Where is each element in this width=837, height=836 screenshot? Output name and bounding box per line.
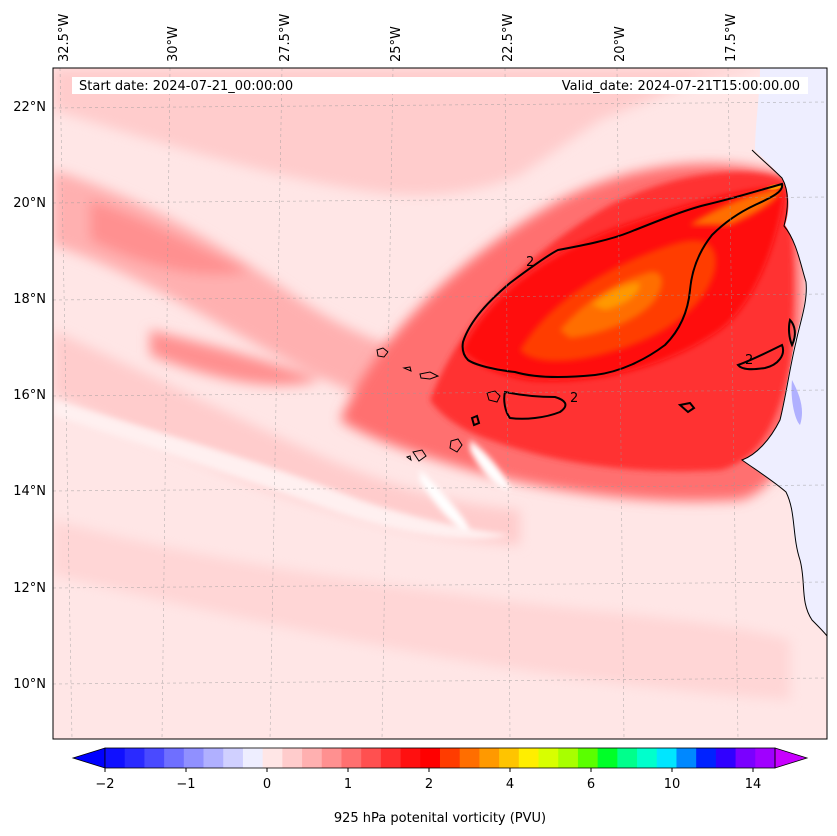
lat-label: 14°N [13,484,46,499]
colorbar-cell [164,748,185,768]
colorbar-cell [459,748,480,768]
colorbar-cell [183,748,204,768]
colorbar-tick-label: 0 [263,777,271,792]
land-africa [742,68,827,635]
lat-label: 20°N [13,196,46,211]
colorbar-tick-label: 6 [587,777,595,792]
colorbar-cell [420,748,441,768]
colorbar-cell [617,748,638,768]
colorbar-title: 925 hPa potenital vorticity (PVU) [334,811,546,826]
colorbar-cell [440,748,461,768]
colorbar-tick-label: −2 [95,777,114,792]
lon-label: 17.5°W [724,14,739,62]
lon-label: 32.5°W [57,14,72,62]
colorbar-tick-label: 2 [425,777,433,792]
colorbar-under-triangle [71,747,106,769]
colorbar-tick-label: 10 [664,777,681,792]
gridlines [53,68,827,739]
lon-labels: 32.5°W 30°W 27.5°W 25°W 22.5°W 20°W 17.5… [57,14,739,62]
colorbar: −2 −1 0 1 2 4 6 10 14 925 hPa potenital … [71,747,809,826]
colorbar-frame [104,747,776,769]
lat-label: 12°N [13,581,46,596]
colorbar-cell [380,748,401,768]
colorbar-tick-label: −1 [176,777,195,792]
colorbar-cell [715,748,736,768]
colorbar-cell [361,748,382,768]
colorbar-cell [321,748,342,768]
lat-label: 18°N [13,292,46,307]
colorbar-tick-label: 4 [506,777,514,792]
contour-label-2: 2 [745,353,753,368]
start-date: Start date: 2024-07-21_00:00:00 [79,79,293,94]
colorbar-cell [656,748,677,768]
map-panel[interactable]: 2 2 2 Start date: 2024-07-21_00:00:00 Va… [53,68,827,739]
colorbar-cell [242,748,264,768]
colorbar-cell [518,748,539,768]
map-frame [52,67,828,740]
lon-label: 27.5°W [278,14,293,62]
colorbar-cell [223,748,244,768]
colorbar-cell [302,748,323,768]
pv-field-low [53,68,790,700]
colorbar-cell [558,748,579,768]
pv2-contour [461,182,796,427]
pv-streaks [53,400,510,539]
colorbar-cell [696,748,717,768]
colorbar-cell [144,748,165,768]
contour-label: 2 [526,255,534,270]
colorbar-tick-label: 1 [344,777,352,792]
colorbar-cell [105,748,126,768]
lat-label: 22°N [13,100,46,115]
colorbar-cell [203,748,224,768]
lat-labels: 22°N 20°N 18°N 16°N 14°N 12°N 10°N [13,100,46,692]
colorbar-cell [577,748,599,768]
pv-plume [340,163,803,502]
lon-label: 30°W [166,26,181,62]
colorbar-cell [400,748,421,768]
colorbar-cell [341,748,362,768]
colorbar-cell [676,748,697,768]
colorbar-cell [755,748,776,768]
contour-label-3: 2 [570,391,578,406]
lon-label: 25°W [389,26,404,62]
colorbar-ticks [104,768,754,772]
lon-label: 20°W [613,26,628,62]
land-pv-blob [791,380,803,425]
colorbar-cell [262,748,283,768]
colorbar-cell [637,748,658,768]
date-banner [72,77,808,94]
valid-date: Valid_date: 2024-07-21T15:00:00.00 [562,79,800,94]
colorbar-cell [282,748,303,768]
colorbar-cells [105,748,776,768]
colorbar-tick-label: 14 [745,777,762,792]
colorbar-cell [597,748,618,768]
lon-label: 22.5°W [501,14,516,62]
colorbar-cell [735,748,756,768]
colorbar-cell [479,748,500,768]
colorbar-cell [124,748,145,768]
islands [376,347,501,462]
lat-label: 16°N [13,388,46,403]
colorbar-cell [538,748,559,768]
lat-label: 10°N [13,677,46,692]
coastline [740,149,827,637]
colorbar-over-triangle [774,747,809,769]
colorbar-cell [499,748,520,768]
